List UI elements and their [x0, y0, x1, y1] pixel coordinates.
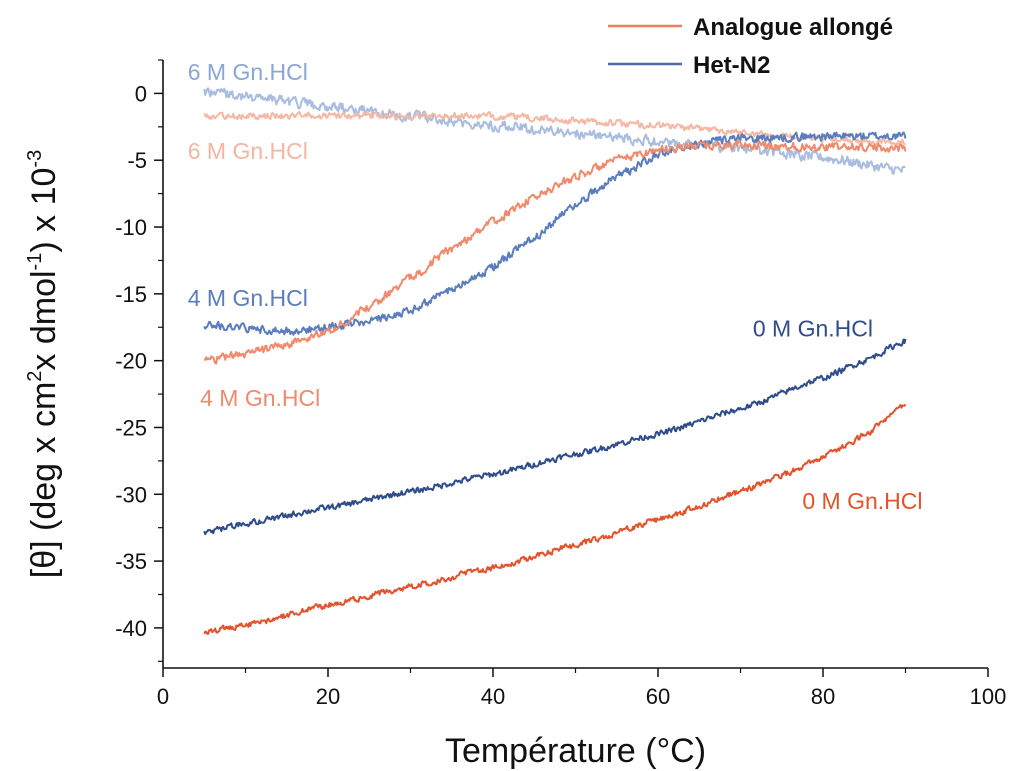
x-tick-label: 100 — [970, 684, 1007, 709]
y-tick-label: -40 — [115, 616, 147, 641]
y-axis-title-part: x dmol — [25, 270, 63, 370]
series-line — [203, 403, 907, 635]
series-line — [203, 111, 906, 146]
y-tick-label: -30 — [115, 482, 147, 507]
x-tick-label: 40 — [481, 684, 505, 709]
series-group — [203, 87, 907, 635]
series-annotation: 4 M Gn.HCl — [188, 285, 308, 311]
y-axis-title: [θ] (deg x cm2x dmol-1) x 10-3 — [24, 150, 63, 578]
y-axis-title-superscript: -3 — [24, 150, 46, 168]
series-line — [203, 131, 907, 336]
series-annotation: 6 M Gn.HCl — [188, 59, 308, 85]
legend-label: Het-N2 — [693, 52, 770, 79]
y-tick-label: -5 — [127, 148, 147, 173]
y-axis-title-superscript: 2 — [24, 371, 46, 382]
x-tick-label: 0 — [157, 684, 169, 709]
legend: Analogue allongé Het-N2 — [608, 14, 893, 79]
y-tick-label: -35 — [115, 549, 147, 574]
annotations-group: 6 M Gn.HCl 6 M Gn.HCl 4 M Gn.HCl 4 M Gn.HCl… — [188, 59, 923, 514]
y-tick-label: -25 — [115, 415, 147, 440]
series-annotation: 4 M Gn.HCl — [200, 385, 320, 411]
x-tick-label: 20 — [316, 684, 340, 709]
series-line — [203, 338, 907, 536]
series-line — [203, 139, 907, 365]
x-tick-label: 60 — [646, 684, 670, 709]
x-tick-label: 80 — [811, 684, 835, 709]
series-line — [203, 87, 906, 176]
y-tick-label: 0 — [135, 81, 147, 106]
axes: 0 20 40 60 80 100 0 -5 -10 -15 -20 -25 -30 -35 -40 — [115, 59, 1007, 709]
series-annotation: 0 M Gn.HCl — [802, 488, 922, 514]
series-annotation: 6 M Gn.HCl — [188, 138, 308, 164]
y-axis-title-part: [θ] (deg x cm — [25, 382, 63, 579]
y-tick-label: -10 — [115, 215, 147, 240]
legend-label: Analogue allongé — [693, 14, 893, 41]
series-annotation: 0 M Gn.HCl — [753, 316, 873, 342]
y-axis-title-part: ) x 10 — [25, 168, 63, 253]
y-tick-label: -15 — [115, 282, 147, 307]
y-axis-title-superscript: -1 — [24, 253, 46, 271]
y-tick-label: -20 — [115, 349, 147, 374]
x-axis-title: Température (°C) — [445, 732, 706, 770]
